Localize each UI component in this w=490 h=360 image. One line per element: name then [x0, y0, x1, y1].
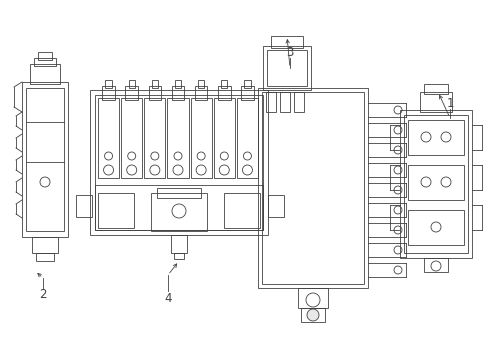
Bar — [128, 80, 135, 88]
Bar — [262, 92, 364, 284]
Bar — [148, 86, 161, 100]
Bar — [76, 195, 92, 217]
Bar — [105, 80, 112, 88]
Bar — [301, 308, 325, 322]
Bar — [221, 80, 227, 88]
Bar — [98, 193, 134, 228]
Bar — [95, 95, 263, 230]
Bar — [244, 80, 250, 88]
Bar — [38, 52, 52, 60]
Bar — [218, 86, 231, 100]
Bar — [404, 115, 468, 253]
Bar — [36, 253, 54, 261]
Bar — [424, 84, 448, 94]
Bar — [420, 92, 452, 112]
Bar — [121, 98, 142, 178]
Bar — [400, 110, 472, 258]
Bar — [298, 288, 328, 308]
Bar — [174, 253, 184, 259]
Text: 2: 2 — [39, 288, 47, 302]
Bar — [32, 237, 58, 253]
Bar — [237, 98, 258, 178]
Bar — [408, 165, 464, 200]
Circle shape — [307, 309, 319, 321]
Bar — [152, 80, 158, 88]
Bar — [263, 46, 311, 90]
Bar — [294, 92, 304, 112]
Bar — [144, 98, 166, 178]
Bar — [90, 90, 268, 235]
Bar — [280, 92, 290, 112]
Bar — [168, 98, 189, 178]
Bar — [95, 185, 263, 230]
Bar — [171, 235, 187, 253]
Bar — [258, 88, 368, 288]
Bar — [30, 64, 60, 84]
Bar — [102, 86, 115, 100]
Bar — [191, 98, 212, 178]
Bar — [214, 98, 235, 178]
Bar — [268, 195, 284, 217]
Bar — [408, 210, 464, 245]
Bar — [224, 193, 260, 228]
Bar — [26, 88, 64, 231]
Bar — [271, 36, 303, 48]
Text: 1: 1 — [446, 96, 454, 109]
Bar — [172, 86, 184, 100]
Bar — [98, 98, 119, 178]
Bar — [34, 58, 56, 66]
Bar — [408, 120, 464, 155]
Bar — [151, 193, 207, 231]
Bar — [198, 80, 204, 88]
Bar — [241, 86, 254, 100]
Text: 4: 4 — [164, 292, 172, 305]
Bar — [424, 258, 448, 272]
Bar — [266, 92, 276, 112]
Bar — [175, 80, 181, 88]
Bar — [195, 86, 207, 100]
Bar — [267, 50, 307, 86]
Text: 3: 3 — [286, 45, 294, 59]
Bar — [22, 82, 68, 237]
Bar — [125, 86, 138, 100]
Bar — [157, 188, 201, 198]
